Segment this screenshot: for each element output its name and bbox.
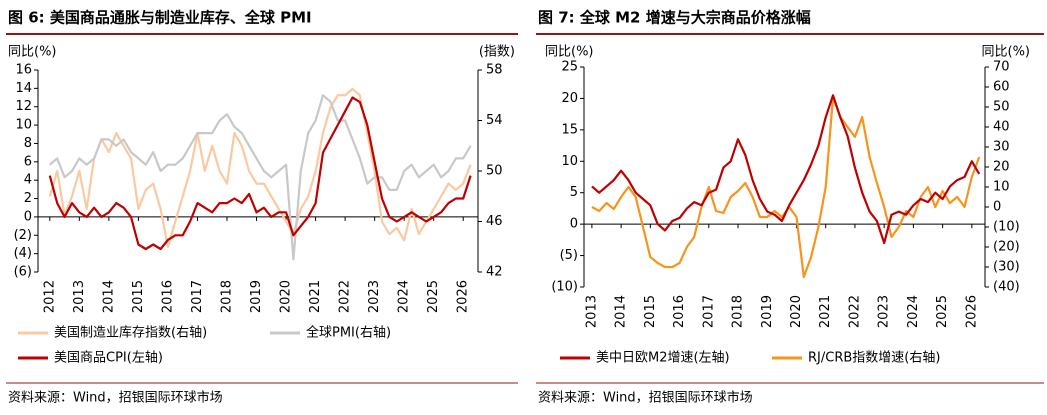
y2-tick-label: 42 (486, 265, 503, 280)
x-tick-label: 2015 (643, 295, 658, 328)
y2-tick-label: 54 (486, 113, 503, 128)
x-tick-label: 2023 (877, 295, 892, 328)
y-tick-label: 12 (15, 99, 32, 114)
y-tick-label: 4 (24, 173, 32, 188)
x-tick-label: 2017 (190, 280, 205, 313)
series-line (591, 95, 981, 279)
y2-tick-label: 0 (993, 200, 1001, 215)
y-tick-label: 6 (24, 154, 32, 169)
x-tick-label: 2018 (219, 280, 234, 313)
source: 资料来源：Wind，招银国际环球市场 (8, 390, 223, 406)
x-tick-label: 2022 (847, 295, 862, 328)
chart-title: 图 6: 美国商品通胀与制造业库存、全球 PMI (8, 9, 312, 27)
y2-axis-title: (指数) (479, 45, 515, 60)
y2-tick-label: 40 (993, 120, 1010, 135)
x-tick-label: 2014 (101, 280, 116, 313)
x-tick-label: 2022 (338, 280, 353, 313)
x-tick-label: 2018 (731, 295, 746, 328)
legend-label: 全球PMI(右轴) (306, 325, 391, 341)
x-tick-label: 2023 (367, 280, 382, 313)
y-tick-label: (5) (560, 248, 578, 263)
y-tick-label: 16 (15, 63, 32, 78)
y2-tick-label: (30) (993, 260, 1020, 275)
y2-tick-label: 70 (993, 60, 1010, 75)
y-tick-label: 10 (561, 154, 578, 169)
y-tick-label: 0 (570, 217, 578, 232)
source: 资料来源：Wind，招银国际环球市场 (538, 390, 753, 406)
x-tick-label: 2013 (584, 295, 599, 328)
x-tick-label: 2019 (760, 295, 775, 328)
x-tick-label: 2017 (701, 295, 716, 328)
y2-tick-label: 50 (993, 100, 1010, 115)
y2-tick-label: 20 (993, 160, 1010, 175)
x-tick-label: 2016 (672, 295, 687, 328)
legend-label: 美中日欧M2增速(左轴) (596, 351, 730, 366)
x-tick-label: 2021 (818, 295, 833, 328)
y-tick-label: 15 (561, 122, 578, 137)
series-line (48, 96, 472, 251)
y2-tick-label: 60 (993, 80, 1010, 95)
y2-tick-label: 30 (993, 140, 1010, 155)
x-tick-label: 2026 (964, 295, 979, 328)
x-tick-label: 2025 (426, 280, 441, 313)
y-tick-label: 8 (24, 136, 32, 151)
series-line (49, 94, 472, 261)
x-tick-label: 2016 (160, 280, 175, 313)
y2-tick-label: 58 (486, 63, 503, 78)
y2-tick-label: (20) (993, 240, 1020, 255)
y-tick-label: (10) (551, 280, 578, 295)
legend-label: 美国商品CPI(左轴) (54, 351, 163, 366)
y-tick-label: 2 (24, 191, 32, 206)
x-tick-label: 2012 (42, 280, 57, 313)
y2-tick-label: 46 (486, 214, 503, 229)
y-axis-title: 同比(%) (545, 45, 594, 60)
y-tick-label: (2) (14, 228, 32, 243)
x-tick-label: 2019 (249, 280, 264, 313)
chart-title: 图 7: 全球 M2 增速与大宗商品价格涨幅 (538, 9, 811, 27)
y-axis-title: 同比(%) (8, 45, 57, 60)
x-tick-label: 2015 (131, 280, 146, 313)
x-tick-label: 2026 (456, 280, 471, 313)
legend-label: RJ/CRB指数增速(右轴) (808, 351, 940, 366)
series-line (48, 87, 472, 248)
y2-tick-label: 10 (993, 180, 1010, 195)
y2-axis-title: 同比(%) (982, 45, 1031, 60)
y-tick-label: 10 (15, 118, 32, 133)
x-tick-label: 2014 (614, 295, 629, 328)
y2-tick-label: (10) (993, 220, 1020, 235)
x-tick-label: 2013 (72, 280, 87, 313)
x-tick-label: 2024 (906, 295, 921, 328)
y2-tick-label: 50 (486, 164, 503, 179)
x-tick-label: 2025 (935, 295, 950, 328)
y-tick-label: 0 (24, 209, 32, 224)
y-tick-label: 14 (15, 81, 32, 96)
y-tick-label: 25 (561, 60, 578, 75)
y-tick-label: 20 (561, 91, 578, 106)
legend-label: 美国制造业库存指数(右轴) (54, 325, 207, 341)
x-tick-label: 2020 (789, 295, 804, 328)
y-tick-label: (4) (14, 246, 32, 261)
y2-tick-label: (40) (993, 280, 1020, 295)
y-tick-label: 5 (570, 185, 578, 200)
x-tick-label: 2024 (397, 280, 412, 313)
x-tick-label: 2021 (308, 280, 323, 313)
y-tick-label: (6) (14, 265, 32, 280)
series-line (591, 94, 981, 245)
x-tick-label: 2020 (279, 280, 294, 313)
